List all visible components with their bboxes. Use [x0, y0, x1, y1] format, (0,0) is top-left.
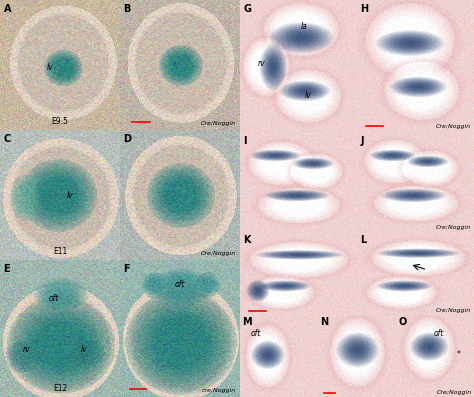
Text: G: G — [244, 4, 252, 14]
Text: Cre;Noggin: Cre;Noggin — [435, 225, 471, 230]
Text: C: C — [4, 134, 11, 144]
Text: J: J — [361, 136, 364, 146]
Text: H: H — [361, 4, 369, 14]
Text: N: N — [320, 318, 328, 328]
Text: B: B — [124, 4, 131, 14]
Text: Cre;Noggin: Cre;Noggin — [435, 124, 471, 129]
Text: oft: oft — [49, 294, 59, 303]
Text: K: K — [244, 235, 251, 245]
Text: Cre;Noggin: Cre;Noggin — [201, 121, 237, 126]
Text: cre;Noggin: cre;Noggin — [202, 388, 237, 393]
Text: Cre;Noggin: Cre;Noggin — [201, 251, 237, 256]
Text: lv: lv — [81, 345, 87, 354]
Text: lv: lv — [47, 63, 54, 72]
Text: E9.5: E9.5 — [52, 117, 68, 126]
Text: lv: lv — [66, 191, 73, 200]
Text: la: la — [301, 22, 308, 31]
Text: rv: rv — [257, 59, 265, 68]
Text: Cre;Noggin: Cre;Noggin — [435, 308, 471, 312]
Text: O: O — [398, 318, 407, 328]
Text: *: * — [456, 350, 460, 359]
Text: F: F — [124, 264, 130, 274]
Text: A: A — [4, 4, 11, 14]
Text: I: I — [244, 136, 247, 146]
Text: oft: oft — [250, 329, 261, 337]
Text: E11: E11 — [53, 247, 67, 256]
Text: Cre;Noggin: Cre;Noggin — [437, 389, 472, 395]
Text: M: M — [242, 318, 252, 328]
Text: rv: rv — [23, 345, 30, 354]
Text: E12: E12 — [53, 384, 67, 393]
Text: E: E — [4, 264, 10, 274]
Text: L: L — [361, 235, 367, 245]
Text: oft: oft — [175, 280, 185, 289]
Text: oft: oft — [434, 329, 444, 337]
Text: lv: lv — [305, 91, 311, 100]
Text: D: D — [124, 134, 132, 144]
